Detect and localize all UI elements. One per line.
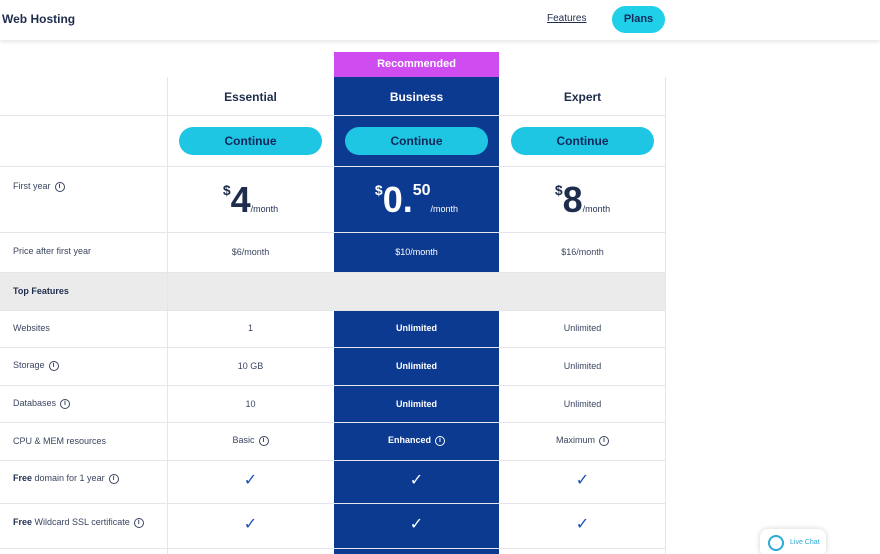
- cpu-mem-label: CPU & MEM resources: [13, 436, 107, 446]
- top-features-label: Top Features: [13, 286, 69, 296]
- storage-expert: Unlimited: [563, 361, 602, 371]
- price-essential: $4/month: [168, 180, 333, 220]
- databases-expert: Unlimited: [563, 399, 602, 409]
- websites-essential: 1: [247, 323, 253, 333]
- price-period: /month: [430, 204, 459, 214]
- databases-label: Databases i: [13, 398, 71, 409]
- row-divider: [0, 385, 665, 386]
- price-after-essential: $6/month: [231, 247, 270, 257]
- live-chat-widget[interactable]: Live Chat: [760, 529, 826, 554]
- continue-button-business[interactable]: Continue: [345, 127, 488, 155]
- free-domain-text: domain for 1 year: [34, 473, 105, 483]
- cpu-mem-value: Maximum: [555, 435, 595, 445]
- websites-expert: Unlimited: [563, 323, 602, 333]
- price-after-label: Price after first year: [13, 246, 92, 256]
- plan-name-essential: Essential: [224, 90, 277, 104]
- check-icon: ✓: [243, 516, 258, 533]
- check-icon: ✓: [575, 516, 590, 533]
- price-currency: $: [374, 182, 383, 198]
- check-icon: ✓: [243, 472, 258, 489]
- price-amount: 0.: [382, 179, 413, 220]
- free-ssl-label: Free Wildcard SSL certificate i: [13, 517, 144, 528]
- info-icon[interactable]: i: [60, 398, 71, 409]
- business-column: [334, 77, 499, 554]
- price-amount: 8: [562, 179, 583, 220]
- cpu-mem-expert: Maximum i: [500, 435, 665, 446]
- price-currency: $: [222, 182, 231, 198]
- info-icon[interactable]: i: [133, 517, 144, 528]
- continue-button-expert[interactable]: Continue: [511, 127, 654, 155]
- plan-name-business: Business: [389, 90, 444, 104]
- info-icon[interactable]: i: [435, 435, 445, 446]
- chat-avatar-icon: [768, 535, 784, 551]
- price-currency: $: [554, 182, 563, 198]
- cpu-mem-value: Basic: [232, 435, 255, 445]
- first-year-text: First year: [13, 181, 51, 191]
- row-divider: [0, 232, 665, 233]
- free-domain-label: Free domain for 1 year i: [13, 473, 119, 484]
- storage-text: Storage: [13, 360, 45, 370]
- websites-business: Unlimited: [395, 323, 437, 333]
- free-ssl-text: Wildcard SSL certificate: [34, 517, 130, 527]
- features-link[interactable]: Features: [547, 13, 587, 24]
- price-business: $0.50/month: [334, 180, 499, 220]
- info-icon[interactable]: i: [599, 435, 609, 446]
- info-icon[interactable]: i: [108, 473, 119, 484]
- free-ssl-bold: Free: [13, 517, 33, 527]
- row-divider: [0, 272, 665, 273]
- storage-business: Unlimited: [395, 361, 437, 371]
- column-divider: [665, 77, 666, 554]
- price-after-expert: $16/month: [561, 247, 604, 257]
- row-divider: [0, 115, 665, 116]
- row-divider: [0, 347, 665, 348]
- cpu-mem-business: Enhanced i: [334, 435, 499, 446]
- storage-essential: 10 GB: [237, 361, 264, 371]
- info-icon[interactable]: i: [54, 181, 65, 192]
- check-icon: ✓: [409, 516, 424, 533]
- price-period: /month: [250, 204, 279, 214]
- info-icon[interactable]: i: [258, 435, 269, 446]
- databases-business: Unlimited: [395, 399, 437, 409]
- cpu-mem-essential: Basic i: [168, 435, 333, 446]
- row-divider: [0, 503, 665, 504]
- price-amount: 4: [230, 179, 251, 220]
- free-domain-bold: Free: [13, 473, 33, 483]
- check-icon: ✓: [575, 472, 590, 489]
- cpu-mem-value: Enhanced: [387, 435, 431, 445]
- databases-text: Databases: [13, 398, 57, 408]
- plans-button[interactable]: Plans: [612, 6, 665, 33]
- column-divider: [167, 77, 168, 554]
- info-icon[interactable]: i: [48, 360, 59, 371]
- recommended-ribbon: Recommended: [334, 52, 499, 77]
- row-divider: [0, 310, 665, 311]
- plan-name-expert: Expert: [563, 90, 602, 104]
- price-after-business: $10/month: [395, 247, 438, 257]
- websites-label: Websites: [13, 323, 50, 333]
- first-year-label: First year i: [13, 181, 65, 192]
- storage-label: Storage i: [13, 360, 59, 371]
- row-divider: [0, 548, 665, 549]
- databases-essential: 10: [245, 399, 256, 409]
- brand-title[interactable]: Web Hosting: [2, 12, 76, 26]
- row-divider: [0, 166, 665, 167]
- price-expert: $8/month: [500, 180, 665, 220]
- price-period: /month: [582, 204, 611, 214]
- row-divider: [0, 460, 665, 461]
- check-icon: ✓: [409, 472, 424, 489]
- continue-button-essential[interactable]: Continue: [179, 127, 322, 155]
- live-chat-label: Live Chat: [790, 539, 820, 546]
- top-features-band: [0, 272, 665, 310]
- price-decimal: 50: [412, 182, 431, 199]
- top-navbar: Web Hosting Features Plans: [0, 0, 880, 40]
- row-divider: [0, 422, 665, 423]
